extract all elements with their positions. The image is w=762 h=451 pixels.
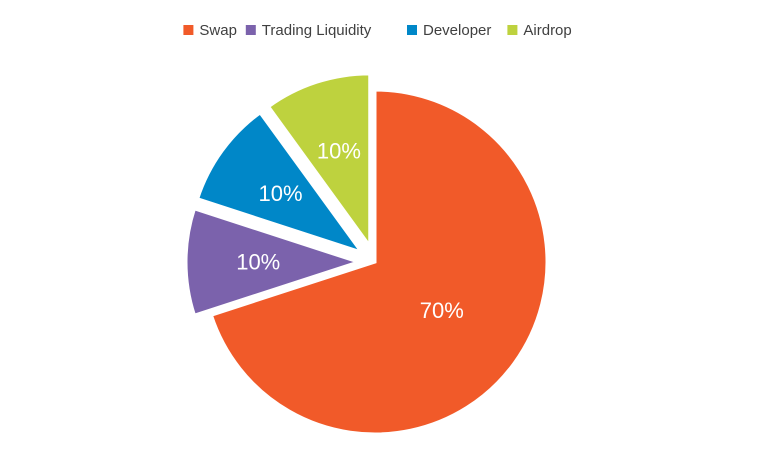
- pie-slice-airdrop: [266, 72, 372, 251]
- pie-slice-trading-liquidity: [184, 206, 363, 318]
- legend-item-developer: Developer: [407, 22, 491, 39]
- legend-item-swap: Swap: [183, 22, 237, 39]
- legend-swatch-developer: [407, 25, 417, 35]
- legend-swatch-swap: [183, 25, 194, 35]
- data-label-developer: 10%: [259, 181, 303, 206]
- data-label-swap: 70%: [420, 298, 464, 323]
- legend-label-swap: Swap: [199, 22, 237, 39]
- legend-item-trading-liquidity: Trading Liquidity: [245, 22, 372, 39]
- pie-data-labels: 70% 10% 10% 10%: [236, 138, 464, 323]
- pie-slices: [184, 72, 549, 436]
- pie-slice-swap: [209, 88, 549, 436]
- legend-swatch-airdrop: [507, 25, 518, 35]
- data-label-trading-liquidity: 10%: [236, 250, 280, 275]
- data-label-airdrop: 10%: [317, 138, 361, 163]
- legend-label-trading-liquidity: Trading Liquidity: [262, 22, 372, 39]
- legend-item-airdrop: Airdrop: [507, 22, 572, 39]
- legend-label-developer: Developer: [423, 22, 491, 39]
- chart-legend: Swap Trading Liquidity Developer Airdrop: [183, 22, 572, 39]
- legend-swatch-trading-liquidity: [245, 25, 256, 35]
- pie-slice-developer: [195, 110, 366, 255]
- legend-label-airdrop: Airdrop: [523, 22, 571, 39]
